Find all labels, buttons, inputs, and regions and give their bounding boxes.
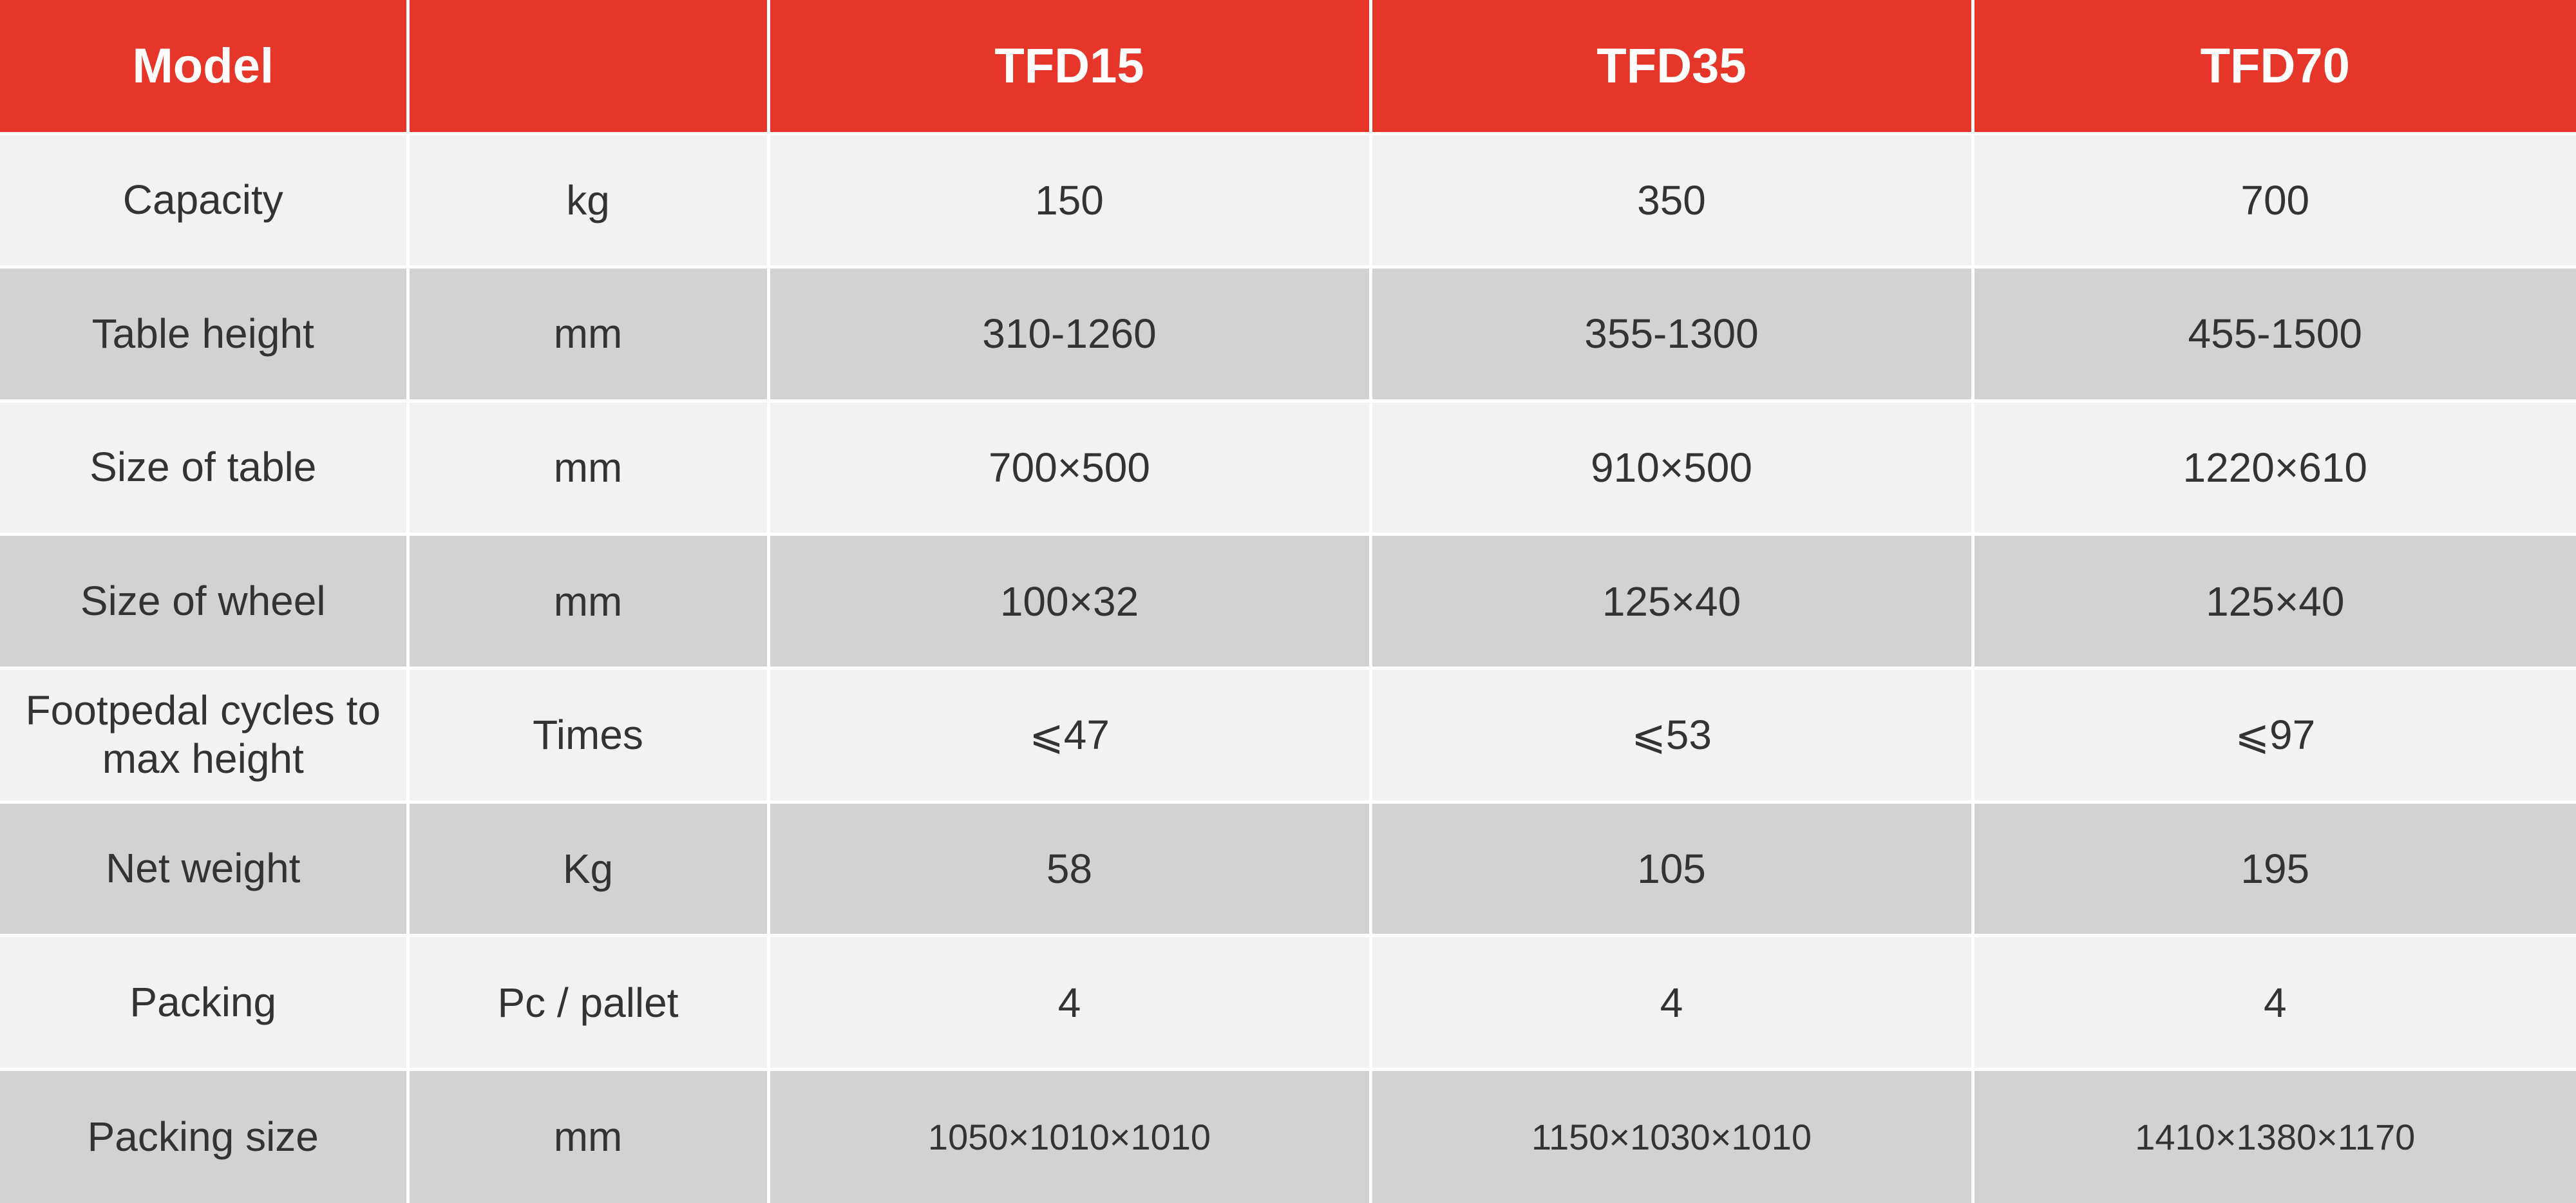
row-unit: Times (408, 668, 770, 804)
row-unit: Pc / pallet (408, 935, 770, 1071)
value-cell: 1220×610 (1973, 401, 2576, 536)
value-cell: 100×32 (768, 534, 1372, 670)
row-unit: kg (408, 133, 770, 269)
value-cell: 1410×1380×1170 (1973, 1069, 2576, 1203)
model-tfd70-header: TFD70 (1973, 0, 2576, 135)
value-cell: 195 (1973, 802, 2576, 938)
value-cell: 125×40 (1370, 534, 1975, 670)
value-cell: ⩽97 (1973, 668, 2576, 804)
row-label: Footpedal cycles to max height (0, 668, 410, 804)
row-label: Packing size (0, 1069, 410, 1203)
model-header: Model (0, 0, 410, 135)
table-body: Capacity kg 150 350 700 Table height mm … (0, 133, 2576, 1203)
value-cell: 105 (1370, 802, 1975, 938)
row-label: Table height (0, 267, 410, 403)
row-unit: mm (408, 267, 770, 403)
value-cell: 700×500 (768, 401, 1372, 536)
table-row-packing-size: Packing size mm 1050×1010×1010 1150×1030… (0, 1069, 2576, 1203)
table-row-table-height: Table height mm 310-1260 355-1300 455-15… (0, 267, 2576, 403)
value-cell: ⩽47 (768, 668, 1372, 804)
table-header: Model TFD15 TFD35 TFD70 (0, 0, 2576, 135)
value-cell: 4 (768, 935, 1372, 1071)
table-row-size-of-wheel: Size of wheel mm 100×32 125×40 125×40 (0, 534, 2576, 670)
value-cell: 455-1500 (1973, 267, 2576, 403)
table-row-net-weight: Net weight Kg 58 105 195 (0, 802, 2576, 938)
row-unit: Kg (408, 802, 770, 938)
value-cell: 4 (1370, 935, 1975, 1071)
value-cell: 910×500 (1370, 401, 1975, 536)
table-row-footpedal-cycles: Footpedal cycles to max height Times ⩽47… (0, 668, 2576, 804)
row-label: Net weight (0, 802, 410, 938)
value-cell: 1050×1010×1010 (768, 1069, 1372, 1203)
header-row: Model TFD15 TFD35 TFD70 (0, 0, 2576, 135)
value-cell: 355-1300 (1370, 267, 1975, 403)
row-unit: mm (408, 1069, 770, 1203)
row-label: Capacity (0, 133, 410, 269)
value-cell: 1150×1030×1010 (1370, 1069, 1975, 1203)
row-label: Packing (0, 935, 410, 1071)
value-cell: 350 (1370, 133, 1975, 269)
row-unit: mm (408, 534, 770, 670)
model-tfd35-header: TFD35 (1370, 0, 1975, 135)
table-row-size-of-table: Size of table mm 700×500 910×500 1220×61… (0, 401, 2576, 536)
value-cell: 310-1260 (768, 267, 1372, 403)
value-cell: 125×40 (1973, 534, 2576, 670)
model-tfd15-header: TFD15 (768, 0, 1372, 135)
value-cell: ⩽53 (1370, 668, 1975, 804)
table-row-packing: Packing Pc / pallet 4 4 4 (0, 935, 2576, 1071)
row-unit: mm (408, 401, 770, 536)
value-cell: 58 (768, 802, 1372, 938)
value-cell: 700 (1973, 133, 2576, 269)
row-label: Size of wheel (0, 534, 410, 670)
unit-header (408, 0, 770, 135)
value-cell: 150 (768, 133, 1372, 269)
value-cell: 4 (1973, 935, 2576, 1071)
table-row-capacity: Capacity kg 150 350 700 (0, 133, 2576, 269)
row-label: Size of table (0, 401, 410, 536)
